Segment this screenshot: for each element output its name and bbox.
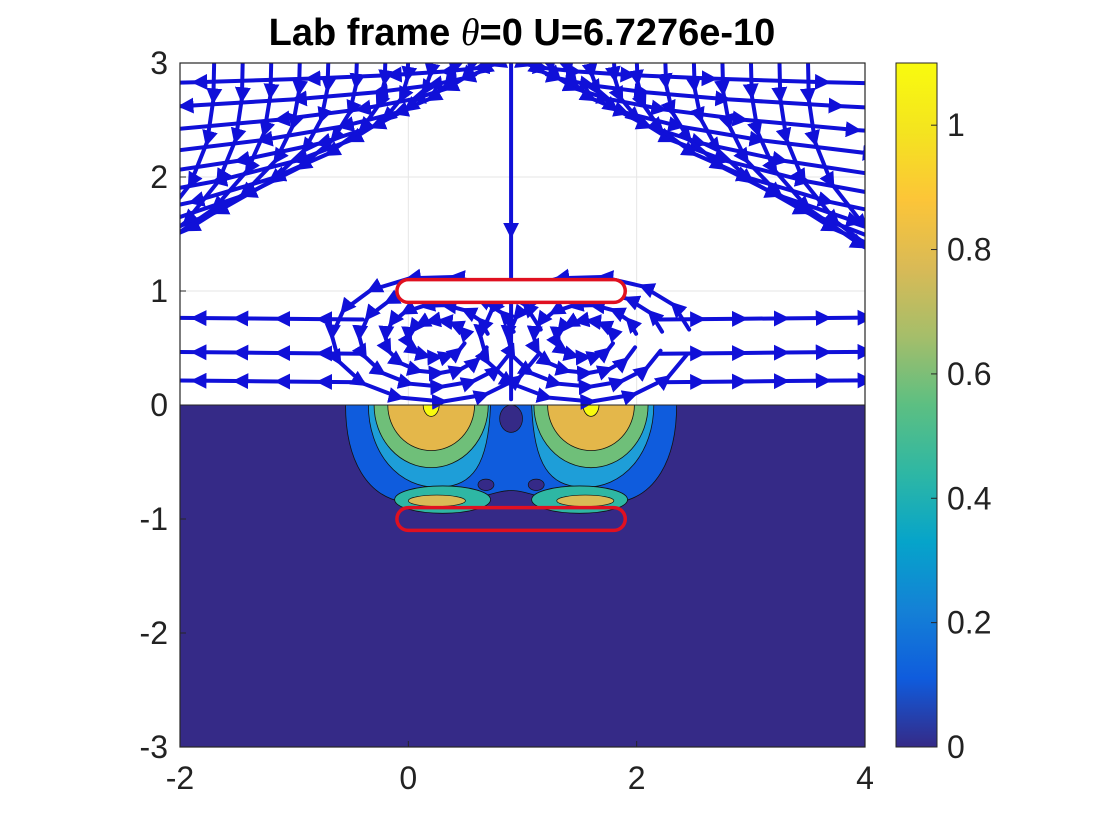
y-tick-label: 2 bbox=[150, 159, 168, 195]
vortex-right bbox=[473, 268, 692, 410]
plot-area bbox=[180, 63, 865, 747]
colorbar-tick-label: 1 bbox=[947, 107, 965, 143]
y-tick-label: -2 bbox=[140, 615, 168, 651]
colorbar-tick-label: 0.4 bbox=[947, 480, 991, 516]
streamline-wall bbox=[657, 343, 865, 362]
streamline-wall bbox=[657, 372, 865, 390]
x-tick-label: -2 bbox=[166, 760, 194, 796]
y-tick-label: 3 bbox=[150, 45, 168, 81]
contour-band-inner bbox=[407, 494, 466, 507]
contour-pocket bbox=[527, 478, 545, 491]
x-tick-labels: -2 0 2 4 bbox=[166, 760, 874, 796]
colorbar-tick-label: 0.6 bbox=[947, 356, 991, 392]
colorbar-tick-label: 0 bbox=[947, 729, 965, 765]
colorbar-tick-label: 0.8 bbox=[947, 232, 991, 268]
streamlines bbox=[180, 63, 865, 410]
contour-band-inner bbox=[556, 494, 615, 507]
colorbar bbox=[895, 62, 938, 748]
colorbar-tick-labels: 1 0.8 0.6 0.4 0.2 0 bbox=[947, 107, 991, 765]
streamline-wall bbox=[180, 309, 365, 328]
colorbar-tick-label: 0.2 bbox=[947, 605, 991, 641]
streamline-wall bbox=[657, 309, 865, 328]
y-tick-label: -3 bbox=[140, 729, 168, 765]
contour-level-0.8-right bbox=[547, 404, 635, 451]
chart-title: Lab frame θ=0 U=6.7276e-10 bbox=[269, 12, 776, 54]
y-tick-labels: 3 2 1 0 -1 -2 -3 bbox=[140, 45, 168, 765]
swimmer-image bbox=[395, 505, 627, 533]
x-tick-label: 0 bbox=[399, 760, 417, 796]
contour-levels bbox=[345, 404, 678, 514]
contour-level-0.8-left bbox=[387, 404, 475, 451]
contour-pocket bbox=[477, 478, 495, 491]
colorbar-ticks bbox=[931, 124, 937, 748]
swimmer-top bbox=[395, 277, 627, 305]
streamline-wall bbox=[180, 343, 365, 362]
streamline-left bbox=[180, 63, 223, 358]
x-tick-label: 2 bbox=[628, 760, 646, 796]
y-tick-label: 0 bbox=[150, 387, 168, 423]
y-tick-label: -1 bbox=[140, 501, 168, 537]
swimmer-outlines bbox=[395, 277, 627, 533]
streamline-wall bbox=[180, 372, 365, 390]
axis-ticks bbox=[179, 62, 866, 748]
streamline-right bbox=[799, 63, 865, 358]
contour-center-dip bbox=[499, 404, 523, 433]
x-tick-label: 4 bbox=[856, 760, 874, 796]
y-tick-label: 1 bbox=[150, 273, 168, 309]
